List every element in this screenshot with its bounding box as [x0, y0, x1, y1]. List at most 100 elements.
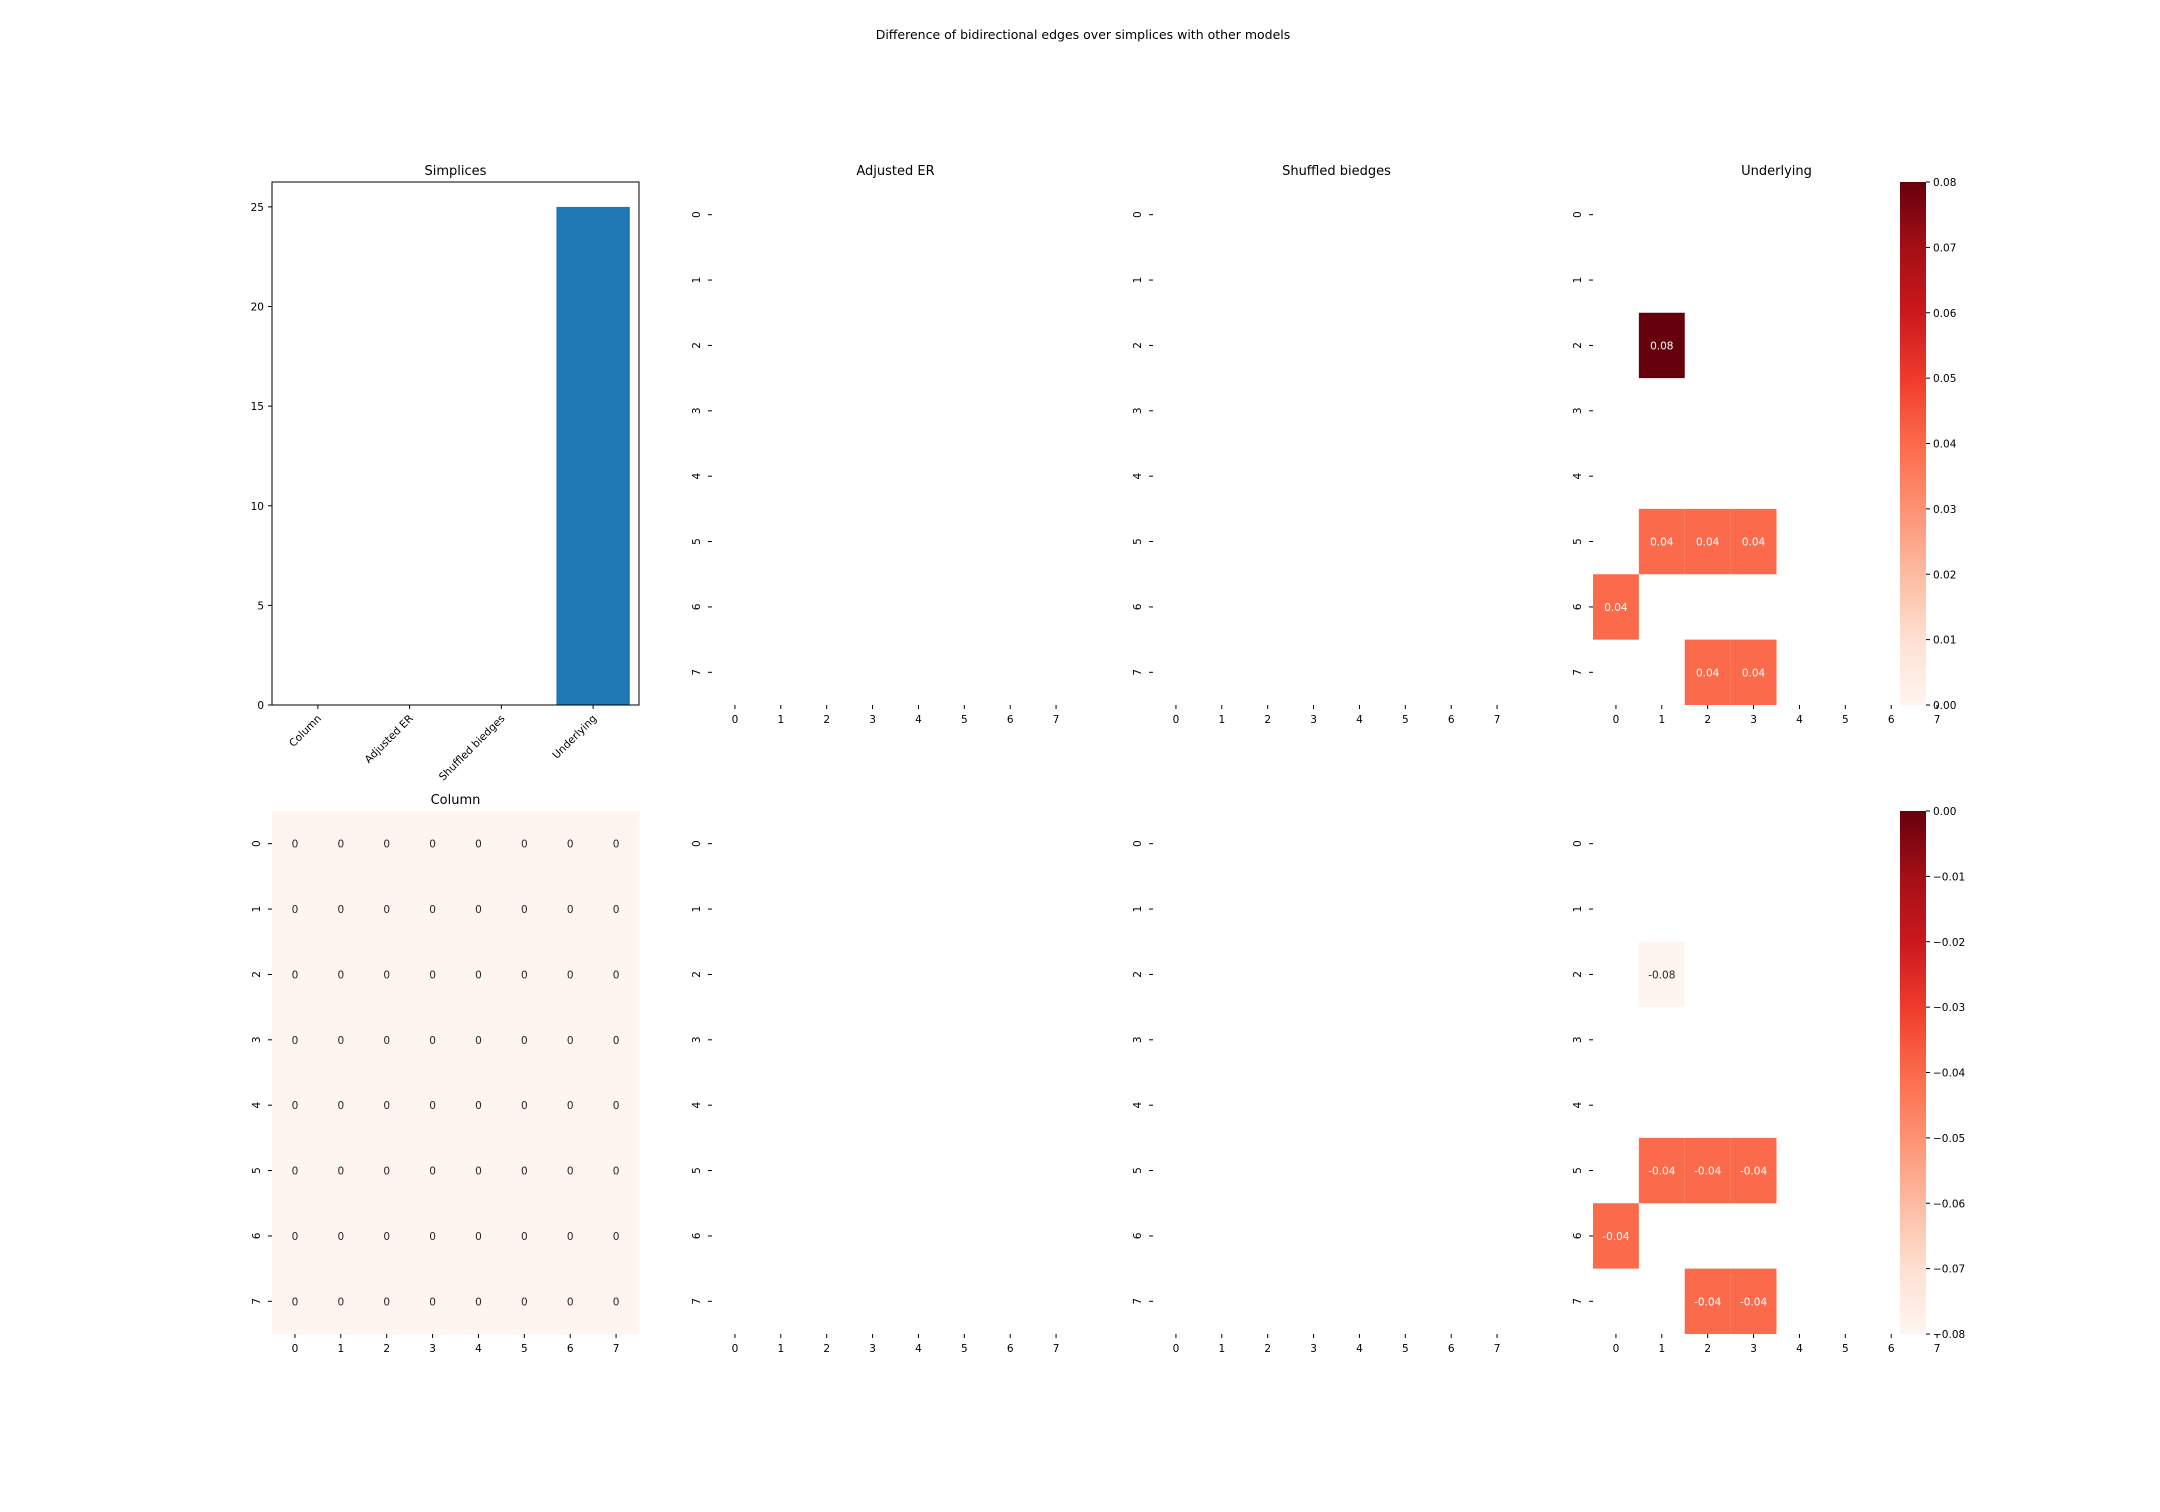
- heatmap-cell: [409, 941, 456, 1008]
- cell-label: 0: [521, 969, 528, 981]
- x-tick-label: 5: [521, 1343, 528, 1355]
- y-tick-label: 7: [691, 1298, 703, 1305]
- heatmap-cell: [317, 1007, 365, 1073]
- heatmap-cell: [455, 1072, 502, 1139]
- colorbar-tick-label: 0.00: [1933, 700, 1956, 712]
- heatmap-cell: [455, 1203, 502, 1270]
- cell-label: 0: [521, 1296, 528, 1308]
- y-tick-label: 3: [1572, 1036, 1584, 1043]
- cell-label: 0: [521, 904, 528, 916]
- heatmap-cell: [1638, 508, 1685, 575]
- x-tick-label: 7: [1494, 714, 1501, 726]
- heatmap-cell: [272, 941, 319, 1008]
- cell-label: 0.04: [1604, 602, 1628, 614]
- cell-label: -0.04: [1740, 1166, 1767, 1178]
- cell-label: -0.04: [1602, 1231, 1629, 1243]
- heatmap-cell: [409, 811, 456, 877]
- y-tick-label: 3: [1132, 407, 1144, 414]
- x-tick-label: 6: [1448, 1343, 1455, 1355]
- y-tick-label: 5: [251, 1167, 263, 1174]
- heatmap-cell: [317, 1072, 365, 1139]
- heatmap-cell: [1684, 1137, 1731, 1204]
- chart-title: Shuffled biedges: [1282, 164, 1391, 179]
- heatmap-cell: [593, 876, 640, 943]
- y-tick-label: 3: [691, 1036, 703, 1043]
- colorbar-body: [1900, 811, 1926, 1334]
- cell-label: -0.08: [1648, 969, 1675, 981]
- x-tick-label: 1: [1218, 714, 1225, 726]
- cell-label: 0: [383, 839, 390, 851]
- x-tick-label: 6: [1888, 1343, 1895, 1355]
- colorbar-tick-label: −0.07: [1933, 1264, 1965, 1276]
- y-tick-label: 5: [1132, 1167, 1144, 1174]
- x-tick-label: 4: [1356, 1343, 1363, 1355]
- cell-label: 0: [475, 1231, 482, 1243]
- cell-label: 0: [521, 1100, 528, 1112]
- x-tick-label: 0: [1613, 1343, 1620, 1355]
- x-tick-label: 0: [1173, 1343, 1180, 1355]
- heatmap-cell: [547, 811, 594, 877]
- heatmap-cell: [272, 1203, 319, 1270]
- cell-label: 0: [429, 904, 436, 916]
- cell-label: 0: [429, 1100, 436, 1112]
- cell-label: -0.04: [1694, 1166, 1721, 1178]
- y-tick-label: 7: [1132, 669, 1144, 676]
- heatmap-shuffled-biedges-bottom: 0 1 2 3 4 5 6 7 0 1 2 3 4 5 6 7: [1132, 840, 1500, 1355]
- y-tick-label: 7: [1572, 669, 1584, 676]
- cell-label: 0: [292, 904, 299, 916]
- heatmap-cell: [1593, 574, 1639, 640]
- heatmap-cell: [363, 1072, 411, 1139]
- cell-label: 0.08: [1650, 340, 1673, 352]
- heatmap-adjusted-er-bottom: 0 1 2 3 4 5 6 7 0 1 2 3 4 5 6 7: [691, 840, 1059, 1355]
- cell-label: 0: [521, 1231, 528, 1243]
- cell-label: 0: [337, 1100, 344, 1112]
- y-tick-label: 7: [251, 1298, 263, 1305]
- heatmap-cell: [1638, 312, 1685, 379]
- y-tick-label: 3: [251, 1036, 263, 1043]
- x-tick-label: 4: [915, 1343, 922, 1355]
- heatmap-cell: [1684, 639, 1731, 705]
- heatmap-cell: [547, 941, 594, 1008]
- cell-label: -0.04: [1740, 1296, 1767, 1308]
- cell-label: 0: [475, 1296, 482, 1308]
- heatmap-cell: [593, 1072, 640, 1139]
- cell-label: 0: [567, 1296, 574, 1308]
- x-tick-label: 0: [732, 714, 739, 726]
- y-tick-label: 1: [691, 277, 703, 284]
- x-tick-label: 2: [1704, 1343, 1711, 1355]
- heatmap-cell: [593, 811, 640, 877]
- colorbar-tick-label: 0.04: [1933, 439, 1957, 451]
- cell-label: 0: [383, 1100, 390, 1112]
- y-tick-label: 2: [1132, 342, 1144, 349]
- cell-label: 0: [521, 839, 528, 851]
- cell-label: 0: [337, 904, 344, 916]
- heatmap-cell: [1593, 1203, 1639, 1269]
- heatmap-cell: [455, 1007, 502, 1073]
- heatmap-cell: [1730, 1137, 1777, 1204]
- cell-label: 0: [337, 1296, 344, 1308]
- x-tick-label: 3: [1310, 714, 1317, 726]
- x-tick-label: 5: [1402, 1343, 1409, 1355]
- y-tick-label: 25: [251, 202, 264, 214]
- cell-label: 0: [292, 1166, 299, 1178]
- x-tick-label: 4: [915, 714, 922, 726]
- colorbar-tick-label: 0.02: [1933, 569, 1956, 581]
- cell-label: 0: [337, 1166, 344, 1178]
- y-tick-label: 6: [1572, 603, 1584, 610]
- x-tick-label: 6: [1007, 714, 1014, 726]
- y-tick-label: 5: [691, 1167, 703, 1174]
- cell-label: 0: [521, 1035, 528, 1047]
- heatmap-underlying-top: 0.08 0.04 0.04 0.04 0.04 0.04 0.04 0 1 2 3 4 5 6 7 0 1 2 3…: [1572, 164, 1957, 726]
- cell-label: 0: [429, 1296, 436, 1308]
- cell-label: 0: [383, 1231, 390, 1243]
- heatmap-cell: [501, 941, 548, 1008]
- heatmap-cell: [317, 1137, 365, 1204]
- heatmap-cell: [1684, 508, 1731, 575]
- heatmap-cell: [363, 1203, 411, 1270]
- cell-label: 0.04: [1696, 537, 1720, 549]
- x-tick-label: Column: [287, 713, 324, 750]
- y-tick-label: 2: [691, 342, 703, 349]
- colorbar-tick-label: −0.08: [1933, 1329, 1965, 1341]
- heatmap-cell: [547, 1072, 594, 1139]
- heatmap-cell: [317, 1268, 365, 1335]
